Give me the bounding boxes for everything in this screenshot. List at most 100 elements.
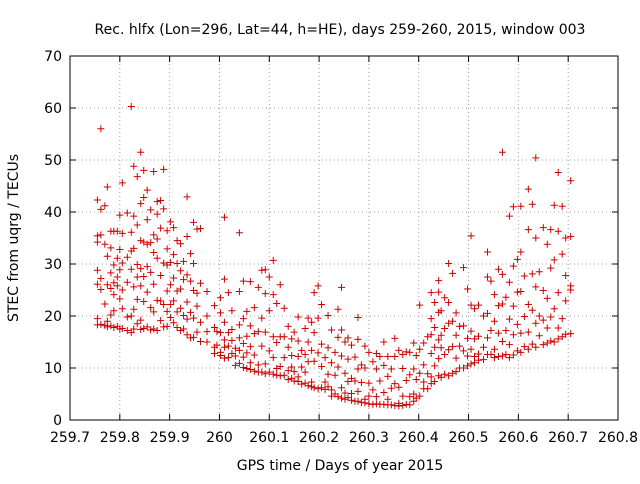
data-point — [314, 282, 322, 290]
data-point — [331, 348, 339, 356]
data-point — [157, 224, 165, 232]
data-point — [197, 225, 205, 233]
data-point — [235, 334, 243, 342]
data-point — [441, 350, 449, 358]
data-point — [535, 332, 543, 340]
x-tick-label: 260.8 — [598, 430, 638, 446]
data-point — [288, 335, 296, 343]
data-point — [369, 386, 377, 394]
data-point — [558, 202, 566, 210]
data-point — [395, 383, 403, 391]
data-point — [110, 261, 118, 269]
data-point — [532, 283, 540, 291]
data-point — [261, 266, 269, 274]
data-point — [143, 240, 151, 248]
data-point — [103, 252, 111, 260]
data-point — [177, 285, 185, 293]
data-point — [239, 353, 247, 361]
data-point — [193, 302, 201, 310]
data-point — [118, 229, 126, 237]
data-point — [97, 205, 105, 213]
data-point — [487, 277, 495, 285]
data-point — [163, 322, 171, 330]
data-point — [494, 265, 502, 273]
data-point — [170, 319, 178, 327]
data-point — [318, 301, 326, 309]
data-point — [357, 379, 365, 387]
data-point — [372, 393, 380, 401]
data-point — [509, 203, 517, 211]
data-point — [532, 234, 540, 242]
data-point — [479, 312, 487, 320]
data-point — [395, 402, 403, 410]
data-point — [391, 353, 399, 361]
data-point — [130, 162, 138, 170]
data-point — [163, 227, 171, 235]
data-point — [213, 341, 221, 349]
data-point — [150, 249, 158, 257]
data-point — [220, 354, 228, 362]
data-point — [554, 227, 562, 235]
data-point — [334, 363, 342, 371]
data-point — [235, 321, 243, 329]
data-point — [435, 355, 443, 363]
data-point — [239, 277, 247, 285]
data-point — [528, 200, 536, 208]
data-point — [334, 305, 342, 313]
data-point — [265, 307, 273, 315]
data-point — [402, 376, 410, 384]
data-point — [502, 327, 510, 335]
data-point — [93, 232, 101, 240]
data-point — [118, 179, 126, 187]
data-point — [410, 365, 418, 373]
data-point — [187, 250, 195, 258]
data-point — [127, 228, 135, 236]
data-point — [517, 202, 525, 210]
data-point — [517, 329, 525, 337]
data-point — [452, 368, 460, 376]
data-point — [535, 312, 543, 320]
data-point — [380, 388, 388, 396]
data-point — [324, 311, 332, 319]
data-point — [562, 271, 570, 279]
data-point — [431, 323, 439, 331]
data-point — [494, 302, 502, 310]
data-point — [402, 400, 410, 408]
data-point — [116, 295, 124, 303]
data-point — [197, 337, 205, 345]
data-point — [123, 253, 131, 261]
data-point — [110, 323, 118, 331]
data-point — [116, 266, 124, 274]
data-point — [276, 281, 284, 289]
data-point — [427, 349, 435, 357]
data-point — [137, 316, 145, 324]
data-point — [130, 325, 138, 333]
data-point — [498, 337, 506, 345]
data-point — [193, 289, 201, 297]
data-point — [449, 343, 457, 351]
data-point — [554, 168, 562, 176]
data-point — [520, 313, 528, 321]
data-point — [498, 352, 506, 360]
data-point — [113, 282, 121, 290]
data-point — [160, 323, 168, 331]
data-point — [298, 346, 306, 354]
data-point — [406, 371, 414, 379]
data-point — [231, 344, 239, 352]
data-point — [167, 218, 175, 226]
data-point — [562, 297, 570, 305]
data-point — [243, 349, 251, 357]
data-point — [460, 322, 468, 330]
data-point — [153, 235, 161, 243]
data-point — [235, 346, 243, 354]
x-tick-label: 260.3 — [349, 430, 389, 446]
data-point — [284, 343, 292, 351]
data-point — [153, 198, 161, 206]
data-point — [441, 324, 449, 332]
data-point — [157, 297, 165, 305]
data-point — [427, 373, 435, 381]
data-point — [254, 283, 262, 291]
data-point — [224, 289, 232, 297]
data-point — [153, 296, 161, 304]
